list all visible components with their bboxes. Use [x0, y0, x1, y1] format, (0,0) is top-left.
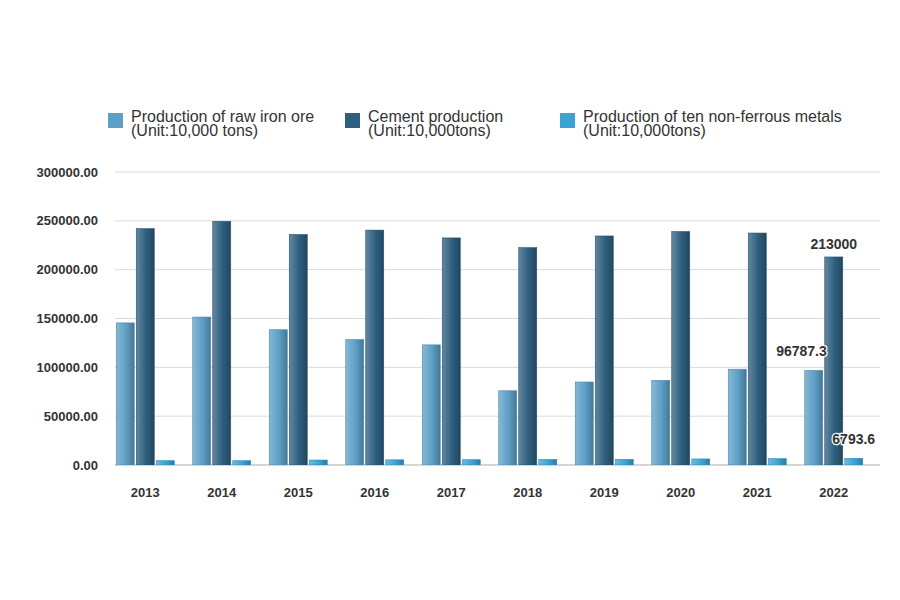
data-label: 6793.6 [832, 431, 875, 447]
bar [519, 248, 537, 465]
bar [366, 230, 384, 465]
bar [845, 458, 863, 465]
y-tick-label: 300000.00 [37, 165, 98, 180]
data-label: 213000 [810, 236, 857, 252]
x-tick-label: 2017 [437, 485, 466, 500]
legend-label: Production of raw iron ore (Unit:10,000 … [131, 110, 331, 138]
bar [615, 459, 633, 465]
y-axis-line [115, 172, 116, 465]
x-tick-label: 2019 [590, 485, 619, 500]
legend-swatch [108, 113, 123, 128]
bar [346, 339, 364, 465]
chart-root: 0.00 50000.00 100000.00 150000.00 200000.00 2… [0, 0, 900, 600]
bar [422, 345, 440, 465]
legend-swatch [345, 113, 360, 128]
bar [289, 235, 307, 465]
bar [233, 461, 251, 465]
x-tick-label: 2020 [666, 485, 695, 500]
y-tick-label: 150000.00 [37, 311, 98, 326]
bar [728, 369, 746, 465]
bar [575, 382, 593, 465]
bar [462, 460, 480, 465]
y-tick-label: 200000.00 [37, 262, 98, 277]
bar [672, 232, 690, 465]
bar [499, 391, 517, 465]
bar [652, 380, 670, 465]
bar [539, 459, 557, 465]
bar [442, 238, 460, 465]
y-tick-label: 250000.00 [37, 213, 98, 228]
bars [116, 221, 863, 465]
y-tick-label: 50000.00 [44, 409, 98, 424]
chart-svg: 0.00 50000.00 100000.00 150000.00 200000.00 2… [0, 0, 900, 600]
legend-item: Production of raw iron ore (Unit:10,000 … [108, 110, 331, 138]
x-tick-label: 2014 [207, 485, 237, 500]
bar [386, 460, 404, 465]
bar [748, 233, 766, 465]
bar [116, 323, 134, 465]
grid-line [115, 172, 880, 173]
legend-item: Production of ten non-ferrous metals (Un… [560, 110, 873, 138]
x-tick-label: 2018 [513, 485, 542, 500]
legend-label: Production of ten non-ferrous metals (Un… [583, 110, 873, 138]
x-tick-label: 2021 [743, 485, 772, 500]
data-label: 96787.3 [776, 343, 827, 359]
x-tick-label: 2013 [131, 485, 160, 500]
bar [136, 229, 154, 465]
bar [269, 330, 287, 465]
x-tick-label: 2015 [284, 485, 313, 500]
x-tick-label: 2022 [819, 485, 848, 500]
legend: Production of raw iron ore (Unit:10,000 … [0, 0, 900, 160]
bar [193, 317, 211, 465]
grid [115, 172, 880, 465]
bar [309, 460, 327, 465]
legend-label: Cement production (Unit:10,000tons) [368, 110, 558, 138]
x-tick-label: 2016 [360, 485, 389, 500]
y-tick-label: 0.00 [73, 458, 98, 473]
bar [692, 459, 710, 465]
bar [156, 461, 174, 465]
legend-swatch [560, 113, 575, 128]
bar [805, 370, 823, 465]
y-tick-label: 100000.00 [37, 360, 98, 375]
legend-item: Cement production (Unit:10,000tons) [345, 110, 558, 138]
bar [213, 221, 231, 465]
bar [595, 236, 613, 465]
bar [768, 459, 786, 465]
